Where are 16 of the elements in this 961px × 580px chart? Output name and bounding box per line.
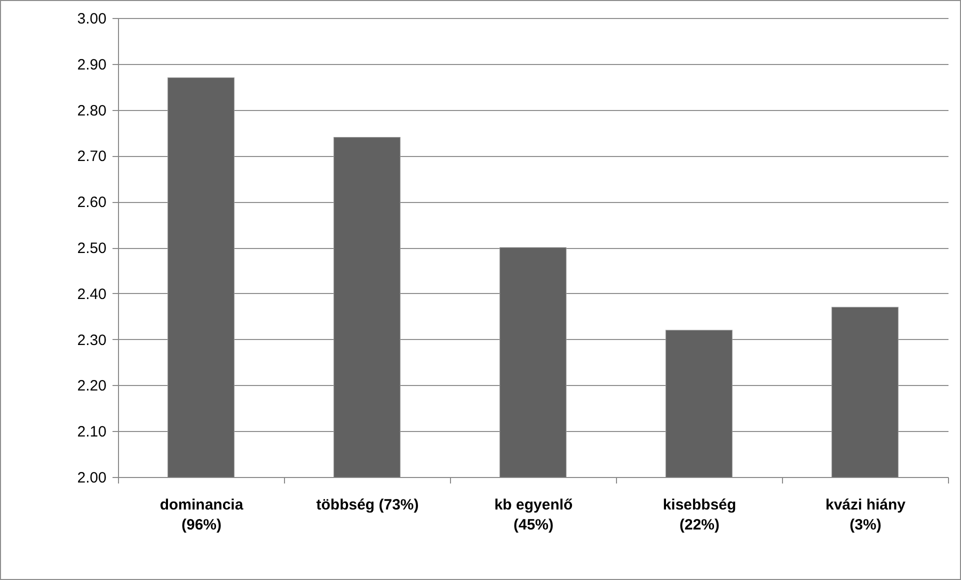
y-tick-label: 2.30 <box>77 332 106 349</box>
y-tick-label: 2.70 <box>77 148 106 166</box>
y-tick-label: 3.00 <box>77 10 106 28</box>
x-tick-label: kb egyenlő (45%) <box>494 496 573 534</box>
x-tick-label: dominancia (96%) <box>160 496 244 534</box>
y-tick-label: 2.90 <box>77 56 106 74</box>
x-tick-label: kvázi hiány (3%) <box>825 496 906 534</box>
x-tick-label: többség (73%) <box>316 496 419 514</box>
y-tick-label: 2.40 <box>77 286 106 303</box>
y-tick-label: 2.50 <box>77 240 106 257</box>
y-tick-label: 2.00 <box>77 470 106 486</box>
y-tick-label: 2.20 <box>77 378 106 395</box>
y-tick-label: 2.10 <box>77 424 106 441</box>
x-tick-label: kisebbség (22%) <box>662 496 736 534</box>
y-tick-label: 2.80 <box>77 102 106 120</box>
y-tick-label: 2.60 <box>77 194 106 212</box>
